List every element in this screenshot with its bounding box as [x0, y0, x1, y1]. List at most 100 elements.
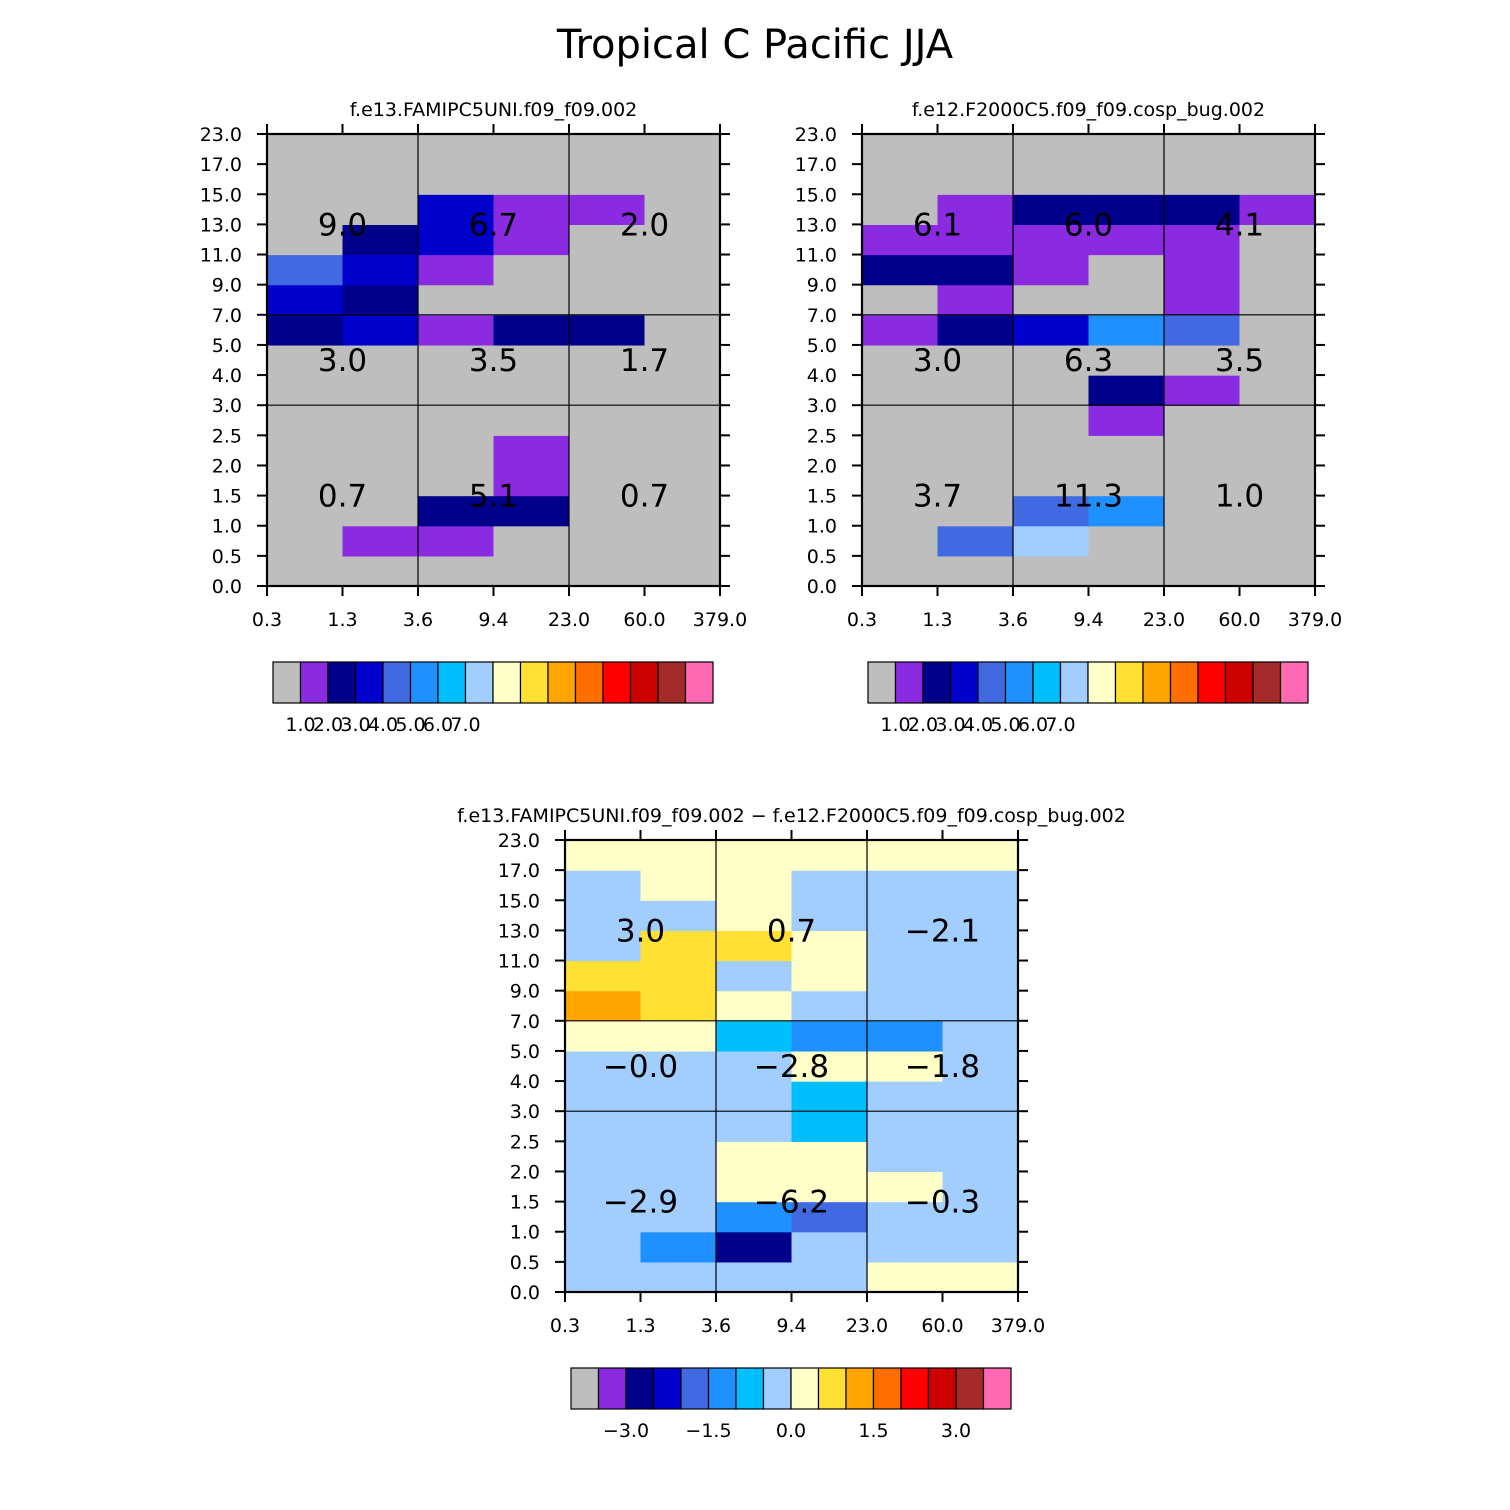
heatmap-cell — [862, 405, 939, 436]
y-tick-label: 1.0 — [212, 516, 242, 538]
colorbar-label: 3.0 — [340, 714, 370, 736]
colorbar-label: 6.0 — [423, 714, 453, 736]
y-tick-label: 4.0 — [807, 365, 837, 387]
heatmap-cell — [942, 1050, 1019, 1082]
heatmap-cell — [640, 1201, 717, 1233]
heatmap-cell — [942, 900, 1019, 931]
heatmap-cell — [644, 495, 721, 527]
heatmap-cell — [937, 375, 1014, 406]
region-value-label: 3.0 — [616, 913, 665, 949]
heatmap-cell — [867, 1020, 944, 1052]
colorbar-swatch — [327, 661, 357, 704]
colorbar-swatch — [625, 1367, 655, 1410]
heatmap-cell — [418, 284, 495, 316]
heatmap-cell — [342, 224, 419, 256]
figure-title: Tropical C Pacific JJA — [556, 22, 954, 68]
panel-3: f.e13.FAMIPC5UNI.f09_f09.002 − f.e12.F20… — [457, 805, 1126, 1442]
colorbar-swatch — [1197, 661, 1227, 704]
heatmap-cell — [937, 194, 1014, 225]
heatmap-cell — [493, 555, 570, 587]
colorbar-label: 4.0 — [368, 714, 398, 736]
heatmap-cell — [937, 224, 1014, 256]
heatmap-cell — [569, 194, 646, 225]
heatmap-cell — [791, 1231, 868, 1263]
heatmap-cell — [342, 525, 419, 557]
region-value-label: 3.5 — [1215, 343, 1264, 379]
heatmap-cell — [342, 284, 419, 316]
x-tick-label: 379.0 — [693, 609, 747, 631]
heatmap-cell — [1239, 254, 1316, 286]
heatmap-cell — [716, 1111, 793, 1142]
heatmap-cell — [1239, 284, 1316, 316]
heatmap-cell — [867, 930, 944, 962]
heatmap-cell — [493, 194, 570, 225]
heatmap-cell — [569, 344, 646, 376]
y-tick-label: 4.0 — [212, 365, 242, 387]
heatmap-cell — [862, 465, 939, 497]
heatmap-cell — [565, 990, 642, 1022]
heatmap-cell — [1088, 284, 1165, 316]
heatmap-cell — [867, 990, 944, 1022]
colorbar-swatch — [652, 1367, 682, 1410]
colorbar-swatch — [547, 661, 577, 704]
heatmap-cell — [644, 134, 721, 165]
heatmap-cell — [942, 840, 1019, 871]
region-value-label: 3.7 — [913, 479, 962, 515]
heatmap-cell — [791, 1081, 868, 1112]
colorbar-label: 2.0 — [313, 714, 343, 736]
heatmap-cell — [942, 930, 1019, 962]
heatmap-cell — [862, 555, 939, 587]
heatmap-cell — [565, 930, 642, 962]
heatmap-cell — [418, 164, 495, 195]
heatmap-cell — [1164, 164, 1241, 195]
heatmap-cell — [1239, 194, 1316, 225]
colorbar-swatch — [492, 661, 522, 704]
y-tick-label: 7.0 — [510, 1011, 540, 1033]
heatmap-cell — [1013, 344, 1090, 376]
heatmap-cell — [640, 960, 717, 992]
colorbar-swatch — [1169, 661, 1199, 704]
heatmap-cell — [640, 1111, 717, 1142]
heatmap-cell — [862, 134, 939, 165]
y-tick-label: 7.0 — [212, 305, 242, 327]
y-tick-label: 11.0 — [498, 951, 540, 973]
heatmap-cell — [862, 314, 939, 346]
region-value-label: −1.8 — [905, 1049, 980, 1085]
heatmap-cell — [791, 1020, 868, 1052]
heatmap-cell — [342, 344, 419, 376]
heatmap-cell — [1088, 435, 1165, 467]
heatmap-cell — [867, 1111, 944, 1142]
heatmap-cell — [942, 1020, 1019, 1052]
y-tick-label: 23.0 — [795, 124, 837, 146]
colorbar-swatch — [680, 1367, 710, 1410]
heatmap-cell — [569, 525, 646, 557]
heatmap-cell — [418, 435, 495, 467]
panel-1: f.e13.FAMIPC5UNI.f09_f09.002 0.7 5.1 0.7 3.0… — [200, 99, 748, 736]
x-tick-label: 23.0 — [846, 1315, 888, 1337]
heatmap-cell — [493, 254, 570, 286]
region-value-label: 1.7 — [620, 343, 669, 379]
heatmap-cell — [267, 465, 344, 497]
y-tick-label: 17.0 — [200, 154, 242, 176]
heatmap-cell — [1164, 525, 1241, 557]
heatmap-cell — [267, 224, 344, 256]
heatmap-cell — [342, 164, 419, 195]
heatmap-cell — [716, 1201, 793, 1233]
colorbar-swatch — [735, 1367, 765, 1410]
region-value-label: 3.5 — [469, 343, 518, 379]
heatmap-cell — [867, 1231, 944, 1263]
heatmap-cell — [716, 1261, 793, 1293]
heatmap-cell — [791, 840, 868, 871]
heatmap-cell — [640, 1020, 717, 1052]
heatmap-cell — [342, 254, 419, 286]
colorbar-swatch — [382, 661, 412, 704]
heatmap-cell — [569, 465, 646, 497]
y-tick-label: 0.0 — [807, 576, 837, 598]
y-tick-label: 23.0 — [498, 830, 540, 852]
heatmap-cell — [644, 465, 721, 497]
colorbar-swatch — [354, 661, 384, 704]
x-tick-label: 0.3 — [252, 609, 282, 631]
heatmap-cell — [1239, 555, 1316, 587]
colorbar-swatch — [684, 661, 714, 704]
